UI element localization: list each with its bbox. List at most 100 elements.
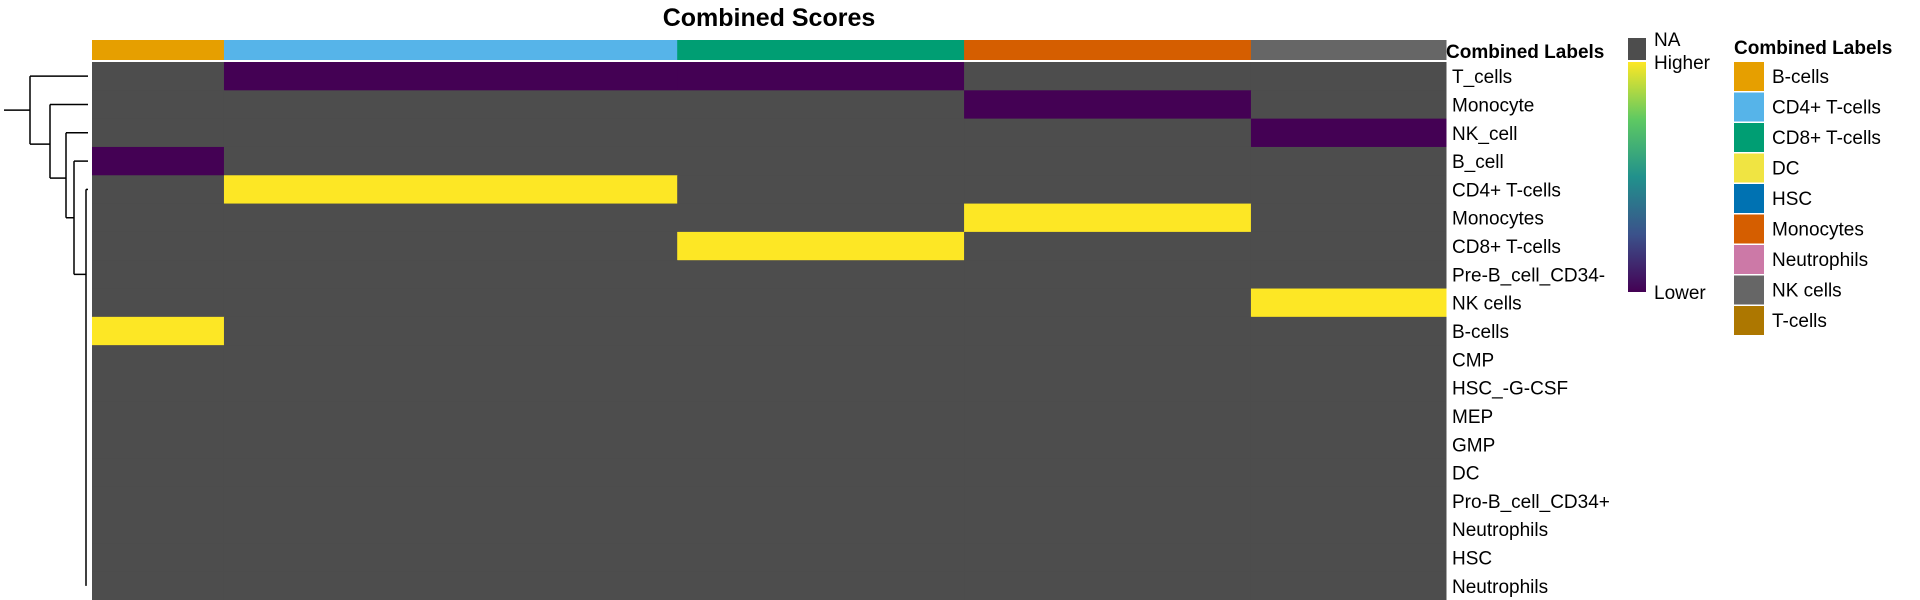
heatmap-cell bbox=[92, 317, 224, 346]
row-label: CMP bbox=[1452, 350, 1494, 371]
heatmap-cell bbox=[92, 147, 224, 176]
heatmap-cell bbox=[1251, 232, 1447, 261]
heatmap-cell bbox=[92, 62, 224, 91]
heatmap-cell bbox=[1251, 430, 1447, 459]
heatmap-cell bbox=[677, 572, 964, 600]
heatmap-cell bbox=[964, 458, 1251, 487]
legend-swatch bbox=[1734, 93, 1764, 122]
legend-label: Monocytes bbox=[1772, 220, 1864, 241]
heatmap-cell bbox=[1251, 317, 1447, 346]
heatmap-cell bbox=[964, 62, 1251, 91]
heatmap-cell bbox=[1251, 260, 1447, 289]
heatmap-cell bbox=[964, 543, 1251, 572]
heatmap-cell bbox=[677, 487, 964, 516]
heatmap-cell bbox=[677, 458, 964, 487]
heatmap-cell bbox=[964, 515, 1251, 544]
heatmap-cell bbox=[224, 147, 678, 176]
annotation-segment bbox=[964, 40, 1251, 60]
heatmap-cell bbox=[92, 543, 224, 572]
legend-label: DC bbox=[1772, 159, 1799, 180]
row-labels: T_cells Monocyte NK_cell B_cell CD4+ T-cells… bbox=[1452, 67, 1610, 598]
heatmap-cell bbox=[1251, 62, 1447, 91]
heatmap-body bbox=[92, 62, 1447, 600]
heatmap-cell bbox=[92, 175, 224, 204]
heatmap-cell bbox=[92, 345, 224, 374]
heatmap-cell bbox=[1251, 204, 1447, 233]
heatmap-cell bbox=[964, 373, 1251, 402]
row-label: T_cells bbox=[1452, 67, 1512, 88]
heatmap-cell bbox=[1251, 373, 1447, 402]
heatmap-cell bbox=[677, 232, 964, 261]
heatmap-cell bbox=[677, 90, 964, 119]
score-color-legend: NA Higher Lower bbox=[1628, 30, 1711, 304]
legend-label: Neutrophils bbox=[1772, 250, 1868, 271]
heatmap-cell bbox=[677, 402, 964, 431]
row-label: Neutrophils bbox=[1452, 520, 1548, 541]
heatmap-cell bbox=[92, 402, 224, 431]
legend-label: HSC bbox=[1772, 189, 1812, 210]
heatmap-cell bbox=[224, 543, 678, 572]
heatmap-cell bbox=[92, 289, 224, 318]
heatmap-cell bbox=[92, 119, 224, 148]
legend-swatch bbox=[1734, 62, 1764, 91]
legend-label: B-cells bbox=[1772, 67, 1829, 88]
row-label: HSC_-G-CSF bbox=[1452, 379, 1568, 400]
heatmap-cell bbox=[1251, 289, 1447, 318]
heatmap-cell bbox=[677, 289, 964, 318]
higher-label: Higher bbox=[1654, 53, 1711, 74]
heatmap-cell bbox=[1251, 458, 1447, 487]
heatmap-cell bbox=[677, 147, 964, 176]
legend-label: T-cells bbox=[1772, 311, 1827, 332]
row-dendrogram bbox=[4, 76, 88, 586]
row-label: GMP bbox=[1452, 435, 1495, 456]
heatmap-cell bbox=[224, 487, 678, 516]
heatmap-cell bbox=[92, 260, 224, 289]
heatmap-cell bbox=[1251, 402, 1447, 431]
heatmap-cell bbox=[224, 458, 678, 487]
row-label: Pre-B_cell_CD34- bbox=[1452, 265, 1605, 286]
heatmap-cell bbox=[1251, 543, 1447, 572]
legend-swatch bbox=[1734, 276, 1764, 305]
heatmap-cell bbox=[964, 317, 1251, 346]
heatmap-cell bbox=[224, 260, 678, 289]
heatmap-cell bbox=[1251, 515, 1447, 544]
legend-swatch bbox=[1734, 184, 1764, 213]
heatmap-cell bbox=[677, 373, 964, 402]
heatmap-cell bbox=[224, 345, 678, 374]
heatmap-cell bbox=[964, 345, 1251, 374]
heatmap-cell bbox=[92, 487, 224, 516]
annotation-segment bbox=[92, 40, 224, 60]
heatmap-cell bbox=[92, 515, 224, 544]
row-label: HSC bbox=[1452, 549, 1492, 570]
heatmap-cell bbox=[92, 90, 224, 119]
row-label: Pro-B_cell_CD34+ bbox=[1452, 492, 1610, 513]
heatmap-cell bbox=[1251, 90, 1447, 119]
row-label: NK cells bbox=[1452, 294, 1522, 315]
combined-labels-legend: Combined Labels B-cells CD4+ T-cells CD8+ … bbox=[1734, 38, 1892, 335]
heatmap-cell bbox=[224, 119, 678, 148]
heatmap-cell bbox=[224, 317, 678, 346]
heatmap-cell bbox=[964, 90, 1251, 119]
heatmap-cell bbox=[677, 317, 964, 346]
heatmap-cell bbox=[677, 543, 964, 572]
heatmap-cell bbox=[92, 458, 224, 487]
heatmap-cell bbox=[224, 430, 678, 459]
row-label: MEP bbox=[1452, 407, 1493, 428]
heatmap-cell bbox=[1251, 487, 1447, 516]
legend-swatch bbox=[1734, 123, 1764, 152]
heatmap-cell bbox=[224, 62, 678, 91]
heatmap-cell bbox=[677, 430, 964, 459]
heatmap-cell bbox=[677, 175, 964, 204]
annotation-segment bbox=[224, 40, 678, 60]
column-annotation-bar bbox=[92, 40, 1447, 60]
annotation-bar-label: Combined Labels bbox=[1446, 42, 1604, 63]
na-swatch bbox=[1628, 38, 1646, 60]
heatmap-cell bbox=[224, 402, 678, 431]
heatmap-cell bbox=[677, 345, 964, 374]
heatmap-cell bbox=[92, 204, 224, 233]
heatmap-cell bbox=[964, 430, 1251, 459]
heatmap-cell bbox=[964, 572, 1251, 600]
legend-swatch bbox=[1734, 215, 1764, 244]
gradient-bar bbox=[1628, 62, 1646, 292]
